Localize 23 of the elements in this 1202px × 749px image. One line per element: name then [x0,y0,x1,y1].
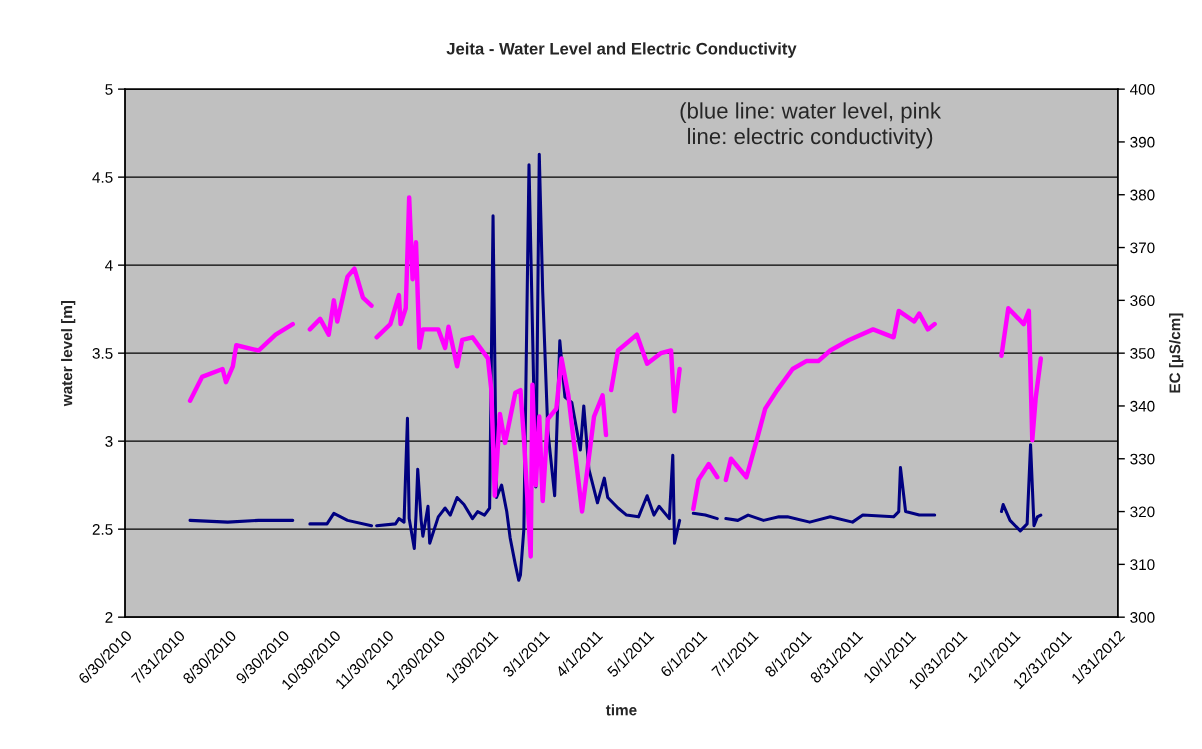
y2-axis-title: EC [µS/cm] [1169,313,1184,393]
y2-tick-label: 350 [1130,348,1155,359]
y-tick-label: 4 [105,260,113,271]
annotation: (blue line: water level, pink line: electric conductivity) [680,102,942,149]
y2-tick-label: 330 [1130,453,1155,465]
chart-title: Jeita - Water Level and Electric Conductivity [446,42,797,58]
y-axis-title: water level [m] [61,300,76,407]
y2-tick-label: 400 [1130,84,1155,95]
x-axis-title: time [605,704,637,716]
y-tick-label: 2.5 [92,524,113,535]
y2-tick-label: 380 [1130,189,1155,201]
y2-tick-label: 320 [1130,506,1155,518]
y2-tick-label: 300 [1130,612,1155,623]
y2-tick-label: 310 [1130,559,1155,571]
y-tick-label: 2 [105,612,113,623]
y-tick-label: 4.5 [92,172,113,183]
y2-tick-label: 340 [1130,400,1155,412]
y-tick-label: 5 [105,84,113,95]
y2-tick-label: 390 [1130,136,1155,148]
y2-tick-label: 360 [1130,295,1155,307]
y2-tick-label: 370 [1130,242,1155,254]
y-tick-label: 3 [105,436,113,447]
y-tick-label: 3.5 [92,348,113,359]
